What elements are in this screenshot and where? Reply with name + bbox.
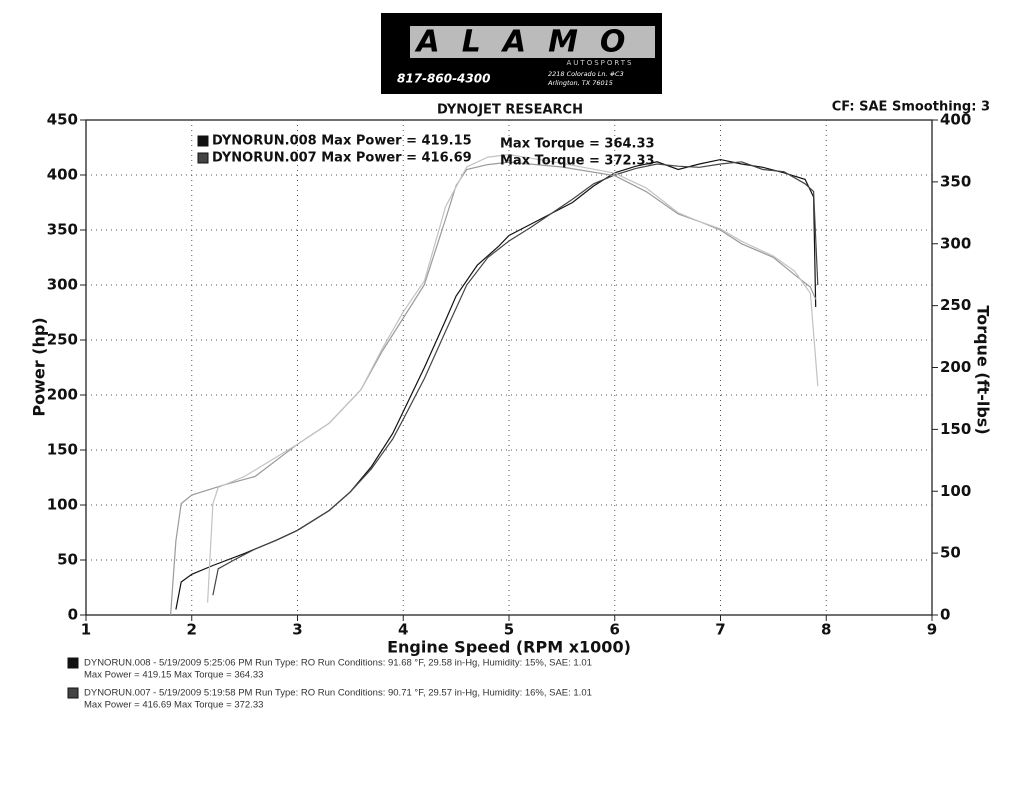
y2-tick-label: 250 [940,296,971,314]
data-line [207,153,819,603]
y-tick-label: 200 [47,386,78,404]
chart-title: DYNOJET RESEARCH [437,103,583,118]
y-tick-label: 450 [47,111,78,129]
data-line [170,161,817,616]
y-tick-label: 150 [47,441,78,459]
chart-subtitle: CF: SAE Smoothing: 3 [832,100,990,115]
footer-line: Max Power = 416.69 Max Torque = 372.33 [84,700,263,711]
y2-tick-label: 150 [940,420,971,438]
y2-tick-label: 200 [940,358,971,376]
address-line: 2218 Colorado Ln. #C3 [548,70,624,78]
x-axis-label: Engine Speed (RPM x1000) [387,638,631,657]
x-tick-label: 8 [821,621,831,639]
legend-entry: Max Torque = 372.33 [500,154,655,169]
footer-swatch [67,687,79,699]
data-line [212,161,819,596]
logo-band [410,26,655,58]
y-tick-label: 400 [47,166,78,184]
y2-tick-label: 50 [940,544,961,562]
logo-sub: AUTOSPORTS [567,59,634,67]
legend-entry: Max Torque = 364.33 [500,137,655,152]
x-tick-label: 5 [504,621,514,639]
address-line: Arlington, TX 76015 [547,79,613,87]
y2-tick-label: 400 [940,111,971,129]
y-axis-label: Power (hp) [30,317,49,416]
x-tick-label: 2 [187,621,197,639]
x-tick-label: 3 [292,621,302,639]
y2-tick-label: 0 [940,606,950,624]
y-tick-label: 50 [57,551,78,569]
phone: 817-860-4300 [397,72,490,86]
x-tick-label: 6 [610,621,620,639]
y-tick-label: 0 [68,606,78,624]
x-tick-label: 4 [398,621,408,639]
logo: ALAMO AUTOSPORTS 817-860-4300 2218 Color… [381,13,662,94]
y2-tick-label: 100 [940,482,971,500]
x-tick-label: 9 [927,621,937,639]
legend-entry: DYNORUN.008 Max Power = 419.15 [212,134,472,149]
footer-line: Max Power = 419.15 Max Torque = 364.33 [84,670,263,681]
footer-line: DYNORUN.008 - 5/19/2009 5:25:06 PM Run T… [84,658,592,669]
y-tick-label: 350 [47,221,78,239]
legend-entry: DYNORUN.007 Max Power = 416.69 [212,151,472,166]
y2-tick-label: 350 [940,172,971,190]
y2-axis-label: Torque (ft-lbs) [974,305,993,434]
y-tick-label: 250 [47,331,78,349]
y-tick-label: 100 [47,496,78,514]
x-tick-label: 1 [81,621,91,639]
y2-tick-label: 300 [940,234,971,252]
y-tick-label: 300 [47,276,78,294]
footer-swatch [67,657,79,669]
logo-text: ALAMO [415,25,648,60]
x-tick-label: 7 [715,621,725,639]
footer-line: DYNORUN.007 - 5/19/2009 5:19:58 PM Run T… [84,688,592,699]
legend-swatch [197,135,209,147]
legend-swatch [197,152,209,164]
